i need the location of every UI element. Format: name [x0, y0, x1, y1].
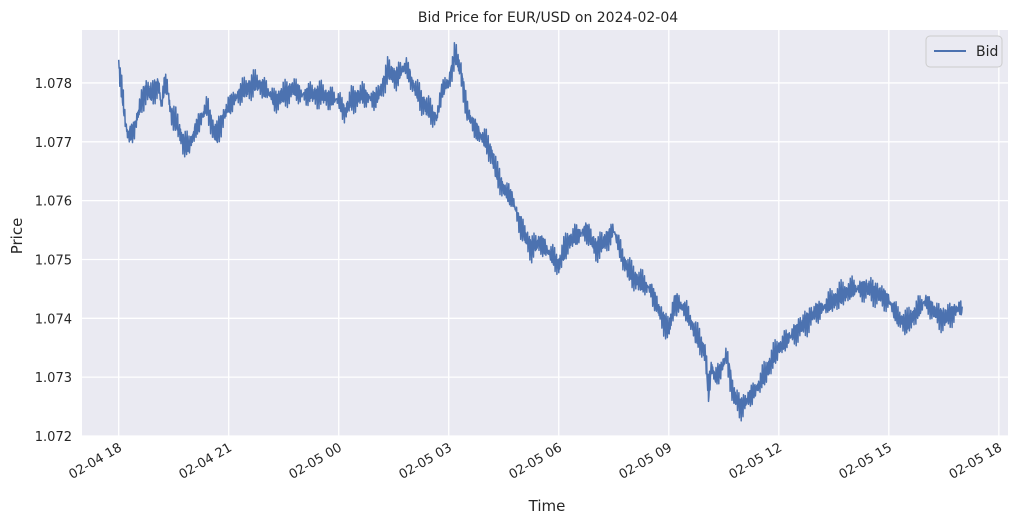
plot-area: [82, 30, 1008, 436]
y-tick-label: 1.073: [35, 371, 72, 386]
x-tick-label: 02-05 06: [507, 440, 565, 482]
y-tick-label: 1.076: [35, 195, 72, 210]
x-tick-label: 02-05 09: [617, 440, 675, 482]
x-tick-label: 02-05 18: [947, 440, 1005, 482]
x-tick-label: 02-04 21: [177, 440, 235, 482]
x-tick-label: 02-05 03: [397, 440, 455, 482]
y-tick-label: 1.075: [35, 253, 72, 268]
y-tick-label: 1.074: [35, 312, 72, 327]
y-axis: 1.072 1.073 1.074 1.075 1.076 1.077 1.078: [35, 77, 72, 445]
y-axis-label: Price: [8, 218, 26, 255]
series-layer: [117, 42, 963, 422]
chart-title: Bid Price for EUR/USD on 2024-02-04: [418, 10, 678, 26]
y-tick-label: 1.072: [35, 430, 72, 445]
legend: Bid: [925, 35, 1003, 68]
x-tick-label: 02-05 00: [287, 440, 345, 482]
grid-lines: [82, 30, 1008, 437]
x-tick-label: 02-05 15: [837, 440, 895, 482]
y-tick-label: 1.077: [35, 136, 72, 151]
legend-label-bid: Bid: [976, 44, 998, 60]
x-axis-label: Time: [528, 497, 566, 515]
y-tick-label: 1.078: [35, 77, 72, 92]
series-line-bid: [117, 42, 963, 422]
x-tick-label: 02-04 18: [67, 440, 125, 482]
x-tick-label: 02-05 12: [727, 440, 785, 482]
x-axis: 02-04 18 02-04 21 02-05 00 02-05 03 02-05 06…: [67, 440, 1005, 482]
